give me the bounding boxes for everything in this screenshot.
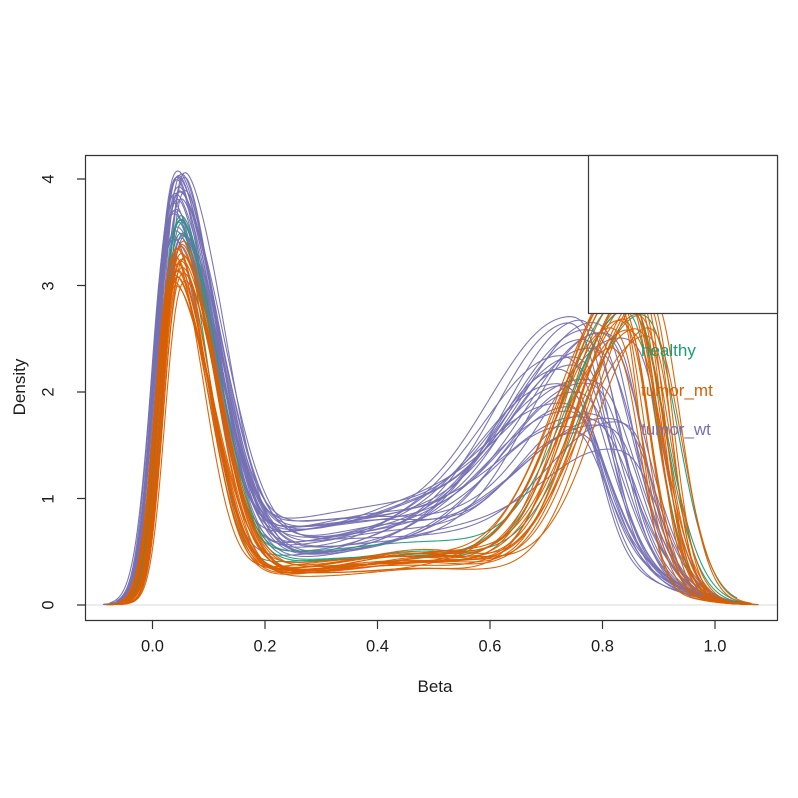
y-tick-label: 2 (39, 387, 58, 397)
y-tick-label: 4 (39, 174, 58, 184)
y-axis-title: Density (10, 358, 29, 416)
x-axis-title: Beta (417, 677, 453, 696)
y-tick-label: 1 (39, 493, 58, 504)
y-tick-label: 3 (39, 280, 58, 291)
x-tick-label: 0.8 (591, 637, 614, 656)
x-tick-label: 1.0 (703, 637, 727, 656)
x-tick-label: 0.6 (478, 637, 502, 656)
x-tick-label: 0.4 (366, 637, 389, 656)
x-tick-label: 0.2 (253, 637, 277, 656)
x-tick-label: 0.0 (141, 637, 164, 656)
y-tick-label: 0 (39, 600, 58, 610)
